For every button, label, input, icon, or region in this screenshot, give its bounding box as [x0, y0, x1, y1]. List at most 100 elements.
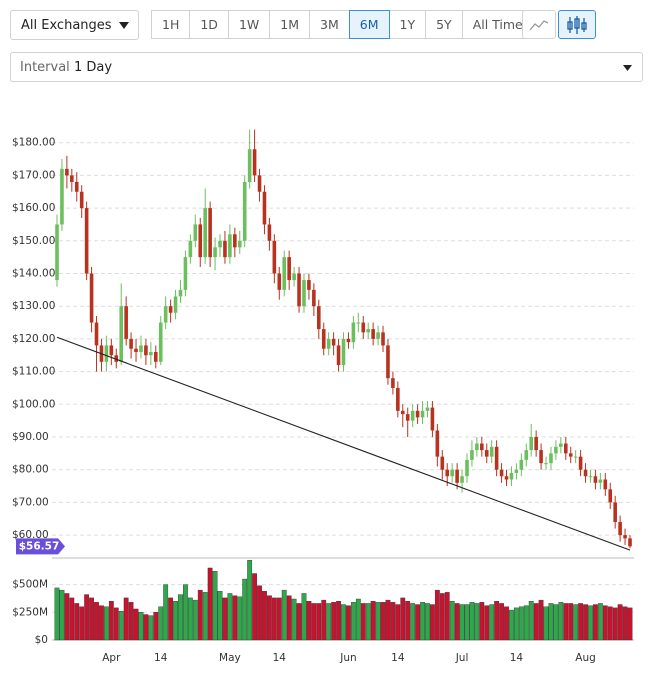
candle-body — [331, 338, 336, 346]
candle-body — [203, 208, 207, 258]
candle-body — [578, 456, 583, 470]
volume-bar — [390, 602, 396, 641]
range-button[interactable]: 1H — [151, 10, 191, 39]
candle-body — [94, 322, 99, 346]
volume-bar — [593, 604, 598, 641]
candle-body — [317, 306, 321, 330]
candle-chart-toggle[interactable] — [558, 10, 596, 39]
candle-body — [430, 407, 435, 431]
price-tag-label: $56.57 — [19, 540, 60, 552]
volume-bar — [69, 597, 75, 641]
volume-tick-label: $0 — [35, 634, 48, 646]
volume-bar — [469, 602, 475, 641]
dropdown-arrow — [623, 65, 632, 71]
y-tick-label: $70.00 — [12, 496, 49, 508]
volume-bar — [321, 599, 327, 641]
candle-body — [593, 476, 598, 483]
volume-bar — [459, 604, 465, 641]
volume-bar — [370, 601, 376, 641]
volume-bar — [509, 609, 514, 641]
volume-bar — [360, 603, 366, 641]
range-button[interactable]: 6M — [348, 10, 390, 39]
candle-body — [129, 338, 133, 349]
candle-body — [386, 345, 390, 379]
volume-bar — [425, 603, 430, 641]
candle-body — [70, 175, 74, 182]
candle-body — [149, 351, 153, 356]
candle-body — [376, 332, 380, 339]
range-button[interactable]: All Time — [461, 10, 534, 39]
volume-bar — [202, 592, 208, 641]
exchange-dropdown[interactable]: All Exchanges — [10, 10, 139, 40]
candle-body — [168, 306, 173, 313]
volume-bar — [99, 605, 104, 641]
candle-body — [460, 476, 464, 483]
candle-body — [573, 456, 578, 458]
volume-bar — [602, 605, 608, 641]
volume-bar — [296, 603, 302, 641]
volume-bar — [573, 604, 579, 641]
candle-body — [499, 469, 504, 477]
candle-body — [74, 181, 79, 192]
candle-body — [336, 345, 341, 366]
volume-bar — [395, 604, 401, 641]
volume-bar — [74, 603, 80, 641]
candle-body — [514, 469, 519, 473]
candle-body — [351, 322, 356, 343]
interval-value: 1 Day — [73, 59, 113, 75]
candle-body — [208, 208, 212, 258]
y-tick-label: $180.00 — [12, 137, 55, 149]
volume-bar — [553, 604, 559, 641]
volume-bar — [217, 591, 223, 641]
volume-bar — [415, 604, 420, 641]
candle-body — [509, 472, 514, 480]
candle-body — [603, 479, 608, 490]
candle-body — [55, 224, 59, 281]
volume-bar — [207, 567, 213, 641]
range-button[interactable]: 1W — [227, 10, 271, 39]
candle-body — [588, 476, 593, 478]
candle-body — [79, 191, 84, 209]
volume-bar — [306, 601, 312, 641]
candle-body — [178, 289, 183, 297]
range-button[interactable]: 1Y — [388, 10, 427, 39]
range-button[interactable]: 5Y — [425, 10, 463, 39]
candle-body — [124, 306, 128, 339]
candle-body — [163, 306, 168, 323]
candle-body — [139, 345, 143, 352]
candle-body — [153, 351, 158, 362]
y-tick-label: $60.00 — [12, 529, 49, 541]
range-button[interactable]: 1M — [269, 10, 310, 39]
volume-bar — [405, 601, 411, 641]
x-tick-label: Jul — [455, 652, 469, 664]
candle-body — [405, 414, 410, 421]
volume-bar — [518, 606, 524, 641]
dropdown-arrow — [119, 22, 129, 29]
candle-body — [144, 345, 148, 356]
candle-body — [282, 257, 287, 290]
volume-bar — [143, 614, 149, 641]
y-tick-label: $140.00 — [12, 268, 55, 280]
volume-bar — [588, 605, 593, 641]
candle-body — [400, 410, 405, 415]
volume-bar — [385, 599, 391, 641]
volume-bar — [301, 593, 307, 641]
candle-body — [480, 443, 484, 451]
range-button[interactable]: 3M — [309, 10, 350, 39]
interval-dropdown[interactable]: Interval 1 Day — [10, 52, 643, 82]
candle-body — [326, 338, 331, 349]
y-tick-label: $130.00 — [12, 300, 55, 312]
candle-body — [60, 168, 64, 225]
volume-bar — [89, 597, 94, 641]
candle-body — [391, 378, 395, 388]
candle-body — [237, 240, 242, 248]
volume-bar — [533, 603, 539, 641]
candle-body — [539, 450, 543, 464]
volume-bar — [439, 593, 445, 641]
range-buttons: 1H 1D 1W 1M 3M 6M 1Y 5Y All Time — [151, 10, 534, 39]
volume-bar — [331, 602, 337, 641]
volume-bar — [449, 601, 455, 641]
line-chart-toggle[interactable] — [522, 10, 556, 39]
volume-bar — [568, 603, 574, 641]
candle-body — [297, 273, 301, 307]
